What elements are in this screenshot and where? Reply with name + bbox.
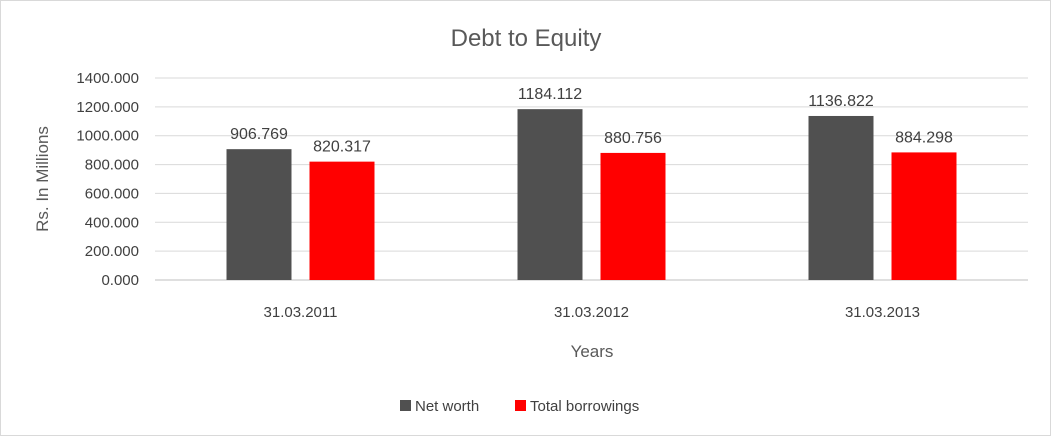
legend: Net worth Total borrowings [400,398,639,415]
bar-total-borrowings [309,161,375,280]
bar-net-worth [226,149,292,280]
x-category-label: 31.03.2012 [554,304,629,321]
legend-swatch [515,400,526,411]
bar-net-worth [808,115,874,280]
x-category-label: 31.03.2013 [845,304,920,321]
y-tick-label: 800.000 [85,157,139,174]
x-category-label: 31.03.2011 [264,304,338,321]
y-axis-ticks: 0.000 200.000 400.000 600.000 800.000 1000.00… [76,70,139,289]
gridlines [155,77,1028,281]
legend-label: Net worth [415,398,479,415]
data-label: 884.298 [895,129,953,146]
chart-title: Debt to Equity [451,25,602,52]
y-tick-label: 1200.000 [76,99,139,116]
y-tick-label: 200.000 [85,243,139,260]
y-tick-label: 400.000 [85,214,139,231]
x-axis-categories: 31.03.2011 31.03.2012 31.03.2013 [264,304,921,321]
y-axis-title: Rs. In Millions [33,126,52,232]
bar-net-worth [517,109,583,280]
legend-label: Total borrowings [530,398,639,415]
bar-total-borrowings [891,152,957,280]
y-tick-label: 600.000 [85,185,139,202]
y-tick-label: 1400.000 [76,70,139,87]
y-tick-label: 0.000 [101,272,139,289]
x-axis-title: Years [571,342,614,361]
data-label: 1136.822 [808,93,874,110]
bar-total-borrowings [600,152,666,280]
bars [226,109,957,280]
data-label: 880.756 [604,130,662,147]
y-tick-label: 1000.000 [76,128,139,145]
legend-swatch [400,400,411,411]
data-label: 906.769 [230,126,288,143]
data-labels: 906.769 820.317 1184.112 880.756 1136.822 884… [230,86,953,155]
data-label: 1184.112 [518,86,582,103]
data-label: 820.317 [313,139,371,156]
